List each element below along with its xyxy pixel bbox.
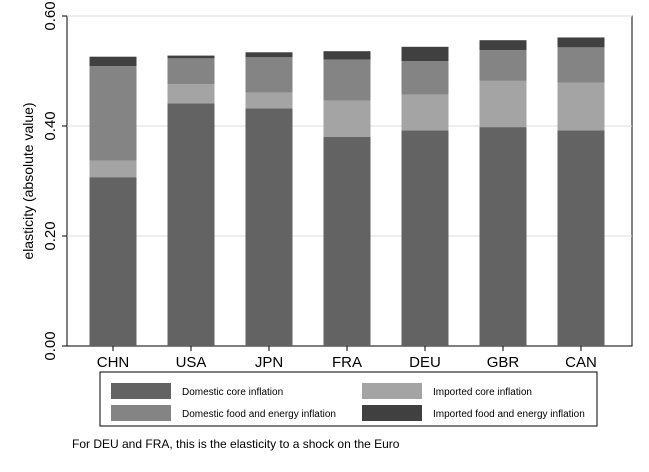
x-tick-label: USA xyxy=(176,354,207,371)
bar-segment xyxy=(479,80,527,128)
bar-segment xyxy=(167,103,215,346)
x-tick-label: JPN xyxy=(255,354,283,371)
legend-label: Domestic food and energy inflation xyxy=(182,409,336,420)
legend: Domestic core inflation Imported core inf… xyxy=(99,371,598,427)
bar-segment xyxy=(401,130,449,346)
chart-note: For DEU and FRA, this is the elasticity … xyxy=(72,437,400,451)
legend-label: Domestic core inflation xyxy=(182,387,283,398)
bar-segment xyxy=(167,58,215,85)
bar-segment xyxy=(167,84,215,104)
x-axis: CHN USA JPN FRA DEU GBR CAN xyxy=(97,346,597,371)
x-tick-label: FRA xyxy=(332,354,362,371)
x-tick-label: GBR xyxy=(487,354,520,371)
bar-segment xyxy=(89,160,137,178)
bar-segment xyxy=(323,100,371,137)
bar-segment xyxy=(323,51,371,60)
y-axis-title: elasticity (absolute value) xyxy=(20,102,36,259)
y-tick-label: 0.60 xyxy=(42,1,59,30)
bar-segment xyxy=(557,47,605,83)
bar-segment xyxy=(479,40,527,51)
bar-segment xyxy=(245,57,293,93)
x-tick-label: CHN xyxy=(97,354,130,371)
bar-segment xyxy=(401,94,449,131)
x-tick-label: CAN xyxy=(565,354,597,371)
bar-segment xyxy=(245,108,293,347)
bar-segment xyxy=(245,52,293,58)
y-tick-label: 0.20 xyxy=(42,221,59,250)
legend-swatch xyxy=(362,383,422,399)
x-tick-label: DEU xyxy=(409,354,441,371)
legend-label: Imported core inflation xyxy=(433,387,532,398)
bar-segment xyxy=(323,59,371,101)
bar-segment xyxy=(479,50,527,81)
legend-swatch xyxy=(111,383,171,399)
y-tick-label: 0.40 xyxy=(42,111,59,140)
bar-segment xyxy=(167,55,215,59)
legend-swatch xyxy=(362,405,422,421)
legend-label: Imported food and energy inflation xyxy=(433,409,585,420)
bar-segment xyxy=(401,46,449,62)
y-tick-label: 0.00 xyxy=(42,331,59,360)
bar-segment xyxy=(557,82,605,131)
bar-segment xyxy=(401,61,449,95)
legend-box xyxy=(99,371,598,427)
bar-segment xyxy=(89,177,137,346)
bar-segment xyxy=(245,92,293,109)
bar-segment xyxy=(479,127,527,346)
legend-swatch xyxy=(111,405,171,421)
y-axis: 0.00 0.20 0.40 0.60 xyxy=(42,1,67,361)
bars xyxy=(89,37,605,347)
bar-segment xyxy=(557,37,605,48)
bar-segment xyxy=(89,66,137,161)
bar-segment xyxy=(557,130,605,346)
bar-segment xyxy=(323,137,371,346)
bar-segment xyxy=(89,56,137,67)
